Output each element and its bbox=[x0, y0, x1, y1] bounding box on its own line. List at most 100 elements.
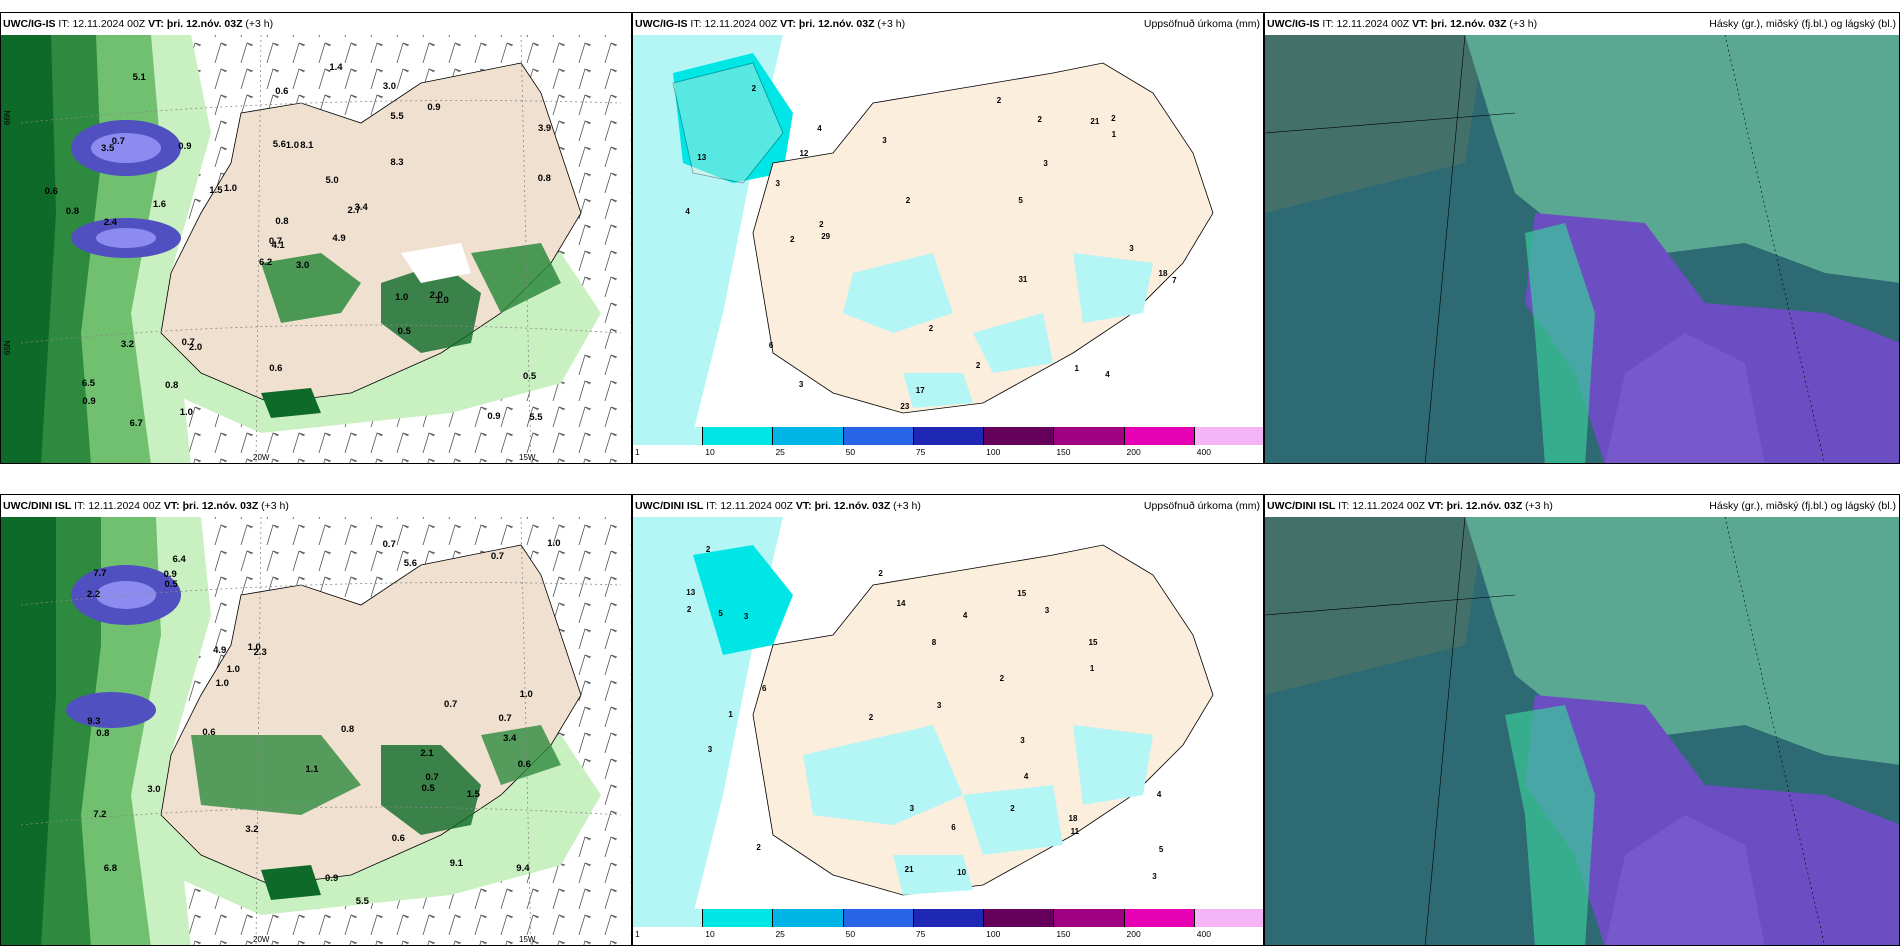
legend-label: 10 bbox=[705, 929, 715, 939]
legend-label: 400 bbox=[1196, 929, 1211, 939]
precip-value-label: 18 bbox=[1158, 269, 1168, 279]
precip-value-label: 13 bbox=[686, 588, 696, 598]
legend-swatch bbox=[703, 427, 774, 445]
vt-value: þri. 12.nóv. 03Z bbox=[182, 500, 259, 512]
legend-label: 1 bbox=[635, 447, 640, 457]
wind-speed-label: 0.6 bbox=[517, 759, 531, 771]
wind-panel-bottom: UWC/DINI ISL IT: 12.11.2024 00Z VT: þri.… bbox=[0, 494, 632, 946]
legend-label: 25 bbox=[775, 447, 785, 457]
it-value: 12.11.2024 00Z bbox=[1336, 18, 1410, 30]
wind-speed-label: 3.0 bbox=[296, 260, 310, 272]
precip-value-label: 2 bbox=[1037, 115, 1042, 125]
precip-value-label: 1 bbox=[1074, 363, 1079, 373]
wind-speed-label: 1.6 bbox=[152, 198, 167, 210]
vt-label: VT: bbox=[1427, 500, 1444, 512]
precip-value-label: 15 bbox=[1088, 638, 1098, 648]
wind-speed-label: 2.4 bbox=[103, 217, 118, 229]
precip-value-label: 6 bbox=[762, 684, 767, 694]
precip-value-label: 5 bbox=[1158, 845, 1164, 855]
precip-value-label: 1 bbox=[1111, 129, 1117, 139]
wind-speed-label: 5.5 bbox=[355, 895, 369, 907]
precip-value-label: 2 bbox=[905, 196, 911, 206]
precip-value-label: 3 bbox=[798, 379, 804, 389]
precip-value-label: 2 bbox=[1010, 804, 1015, 814]
precip-value-label: 3 bbox=[882, 135, 887, 145]
legend-swatch bbox=[984, 909, 1055, 927]
cloud-panel-bottom: UWC/DINI ISL IT: 12.11.2024 00Z VT: þri.… bbox=[1264, 494, 1900, 946]
wind-speed-label: 1.0 bbox=[519, 689, 533, 701]
cloud-panel-top: UWC/IG-IS IT: 12.11.2024 00Z VT: þri. 12… bbox=[1264, 12, 1900, 464]
vt-value: þri. 12.nóv. 03Z bbox=[1430, 18, 1507, 30]
precip-value-label: 3 bbox=[1020, 735, 1025, 745]
legend-label: 1 bbox=[635, 929, 640, 939]
wind-speed-label: 0.8 bbox=[96, 728, 110, 740]
lon-label-15w: 15W bbox=[519, 453, 536, 462]
wind-speed-label: 5.5 bbox=[529, 411, 543, 423]
wind-speed-label: 4.9 bbox=[332, 233, 346, 245]
panel-header: UWC/DINI ISL IT: 12.11.2024 00Z VT: þri.… bbox=[1, 495, 631, 517]
wind-speed-label: 2.0 bbox=[429, 289, 443, 301]
precip-value-label: 7 bbox=[1172, 275, 1177, 285]
precip-value-label: 2 bbox=[928, 323, 934, 333]
wind-speed-label: 0.8 bbox=[340, 723, 355, 735]
legend-label: 75 bbox=[915, 929, 926, 939]
lon-label-20w: 20W bbox=[253, 935, 270, 944]
wind-speed-label: 0.6 bbox=[275, 86, 289, 98]
legend-label: 200 bbox=[1126, 929, 1141, 939]
wind-speed-label: 3.5 bbox=[101, 143, 115, 155]
wind-speed-label: 1.0 bbox=[215, 678, 229, 690]
wind-speed-label: 7.2 bbox=[93, 808, 107, 820]
lon-label-20w: 20W bbox=[253, 453, 270, 462]
wind-speed-label: 5.6 bbox=[403, 558, 417, 570]
panel-header: UWC/IG-IS IT: 12.11.2024 00Z VT: þri. 12… bbox=[633, 13, 1263, 35]
wind-speed-label: 6.8 bbox=[103, 862, 117, 874]
cloud-map bbox=[1265, 516, 1899, 945]
legend-label: 10 bbox=[705, 447, 715, 457]
wind-speed-label: 3.4 bbox=[503, 732, 517, 744]
wind-speed-label: 0.7 bbox=[111, 135, 125, 147]
panel-header: UWC/IG-IS IT: 12.11.2024 00Z VT: þri. 12… bbox=[1, 13, 631, 35]
model-name: UWC/DINI ISL bbox=[3, 500, 72, 512]
legend-label: 400 bbox=[1196, 447, 1211, 457]
wind-speed-label: 0.7 bbox=[490, 551, 505, 563]
wind-speed-label: 3.2 bbox=[120, 338, 135, 350]
legend-swatch bbox=[773, 427, 844, 445]
wind-speed-label: 0.9 bbox=[178, 140, 192, 152]
wind-map bbox=[1, 34, 631, 463]
precip-value-label: 13 bbox=[697, 152, 707, 162]
it-label: IT: bbox=[1338, 500, 1350, 512]
wind-speed-label: 9.1 bbox=[449, 858, 463, 870]
wind-speed-label: 2.1 bbox=[420, 748, 434, 760]
it-value: 12.11.2024 00Z bbox=[720, 500, 793, 512]
legend-label: 150 bbox=[1056, 929, 1071, 939]
wind-speed-label: 7.7 bbox=[93, 568, 107, 580]
lead-time: (+3 h) bbox=[1525, 500, 1553, 512]
precip-legend bbox=[633, 427, 1263, 445]
wind-speed-label: 0.9 bbox=[82, 395, 96, 407]
wind-speed-label: 4.9 bbox=[213, 644, 227, 656]
legend-label: 25 bbox=[775, 929, 785, 939]
legend-swatch bbox=[703, 909, 774, 927]
wind-speed-label: 3.4 bbox=[354, 201, 368, 213]
wind-speed-label: 0.6 bbox=[202, 727, 216, 739]
legend-swatch bbox=[773, 909, 844, 927]
model-name: UWC/DINI ISL bbox=[1267, 500, 1336, 512]
model-name: UWC/DINI ISL bbox=[635, 500, 704, 512]
precip-value-label: 2 bbox=[705, 545, 711, 555]
it-value: 12.11.2024 00Z bbox=[88, 500, 161, 512]
wind-speed-label: 2.0 bbox=[188, 342, 203, 354]
precip-value-label: 4 bbox=[1023, 772, 1029, 782]
wind-speed-label: 2.2 bbox=[86, 588, 101, 600]
wind-speed-label: 5.0 bbox=[325, 175, 339, 187]
model-name: UWC/IG-IS bbox=[635, 18, 688, 30]
wind-speed-label: 1.5 bbox=[209, 185, 223, 197]
legend-label: 100 bbox=[986, 447, 1001, 457]
it-label: IT: bbox=[1322, 18, 1334, 30]
wind-speed-label: 9.3 bbox=[87, 715, 101, 727]
precip-value-label: 3 bbox=[909, 803, 915, 813]
precip-value-label: 2 bbox=[1111, 113, 1116, 123]
precip-title: Uppsöfnuð úrkoma (mm) bbox=[1143, 18, 1260, 30]
model-name: UWC/IG-IS bbox=[3, 18, 56, 30]
precip-value-label: 3 bbox=[1152, 871, 1157, 881]
legend-label: 50 bbox=[845, 447, 856, 457]
